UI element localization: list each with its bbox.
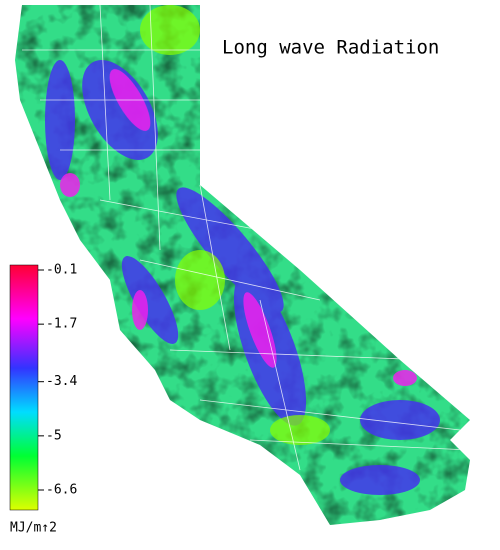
- colorbar-tick-label: -6.6: [46, 483, 77, 498]
- colorbar: [9, 264, 39, 511]
- colorbar-tick-label: -3.4: [46, 374, 77, 389]
- colorbar-tick-label: -0.1: [46, 263, 77, 278]
- map-title: Long wave Radiation: [222, 37, 439, 59]
- colorbar-tick-label: -1.7: [46, 317, 77, 332]
- colorbar-unit: MJ/m↑2: [10, 521, 57, 536]
- colorbar-tick-label: -5: [46, 428, 62, 443]
